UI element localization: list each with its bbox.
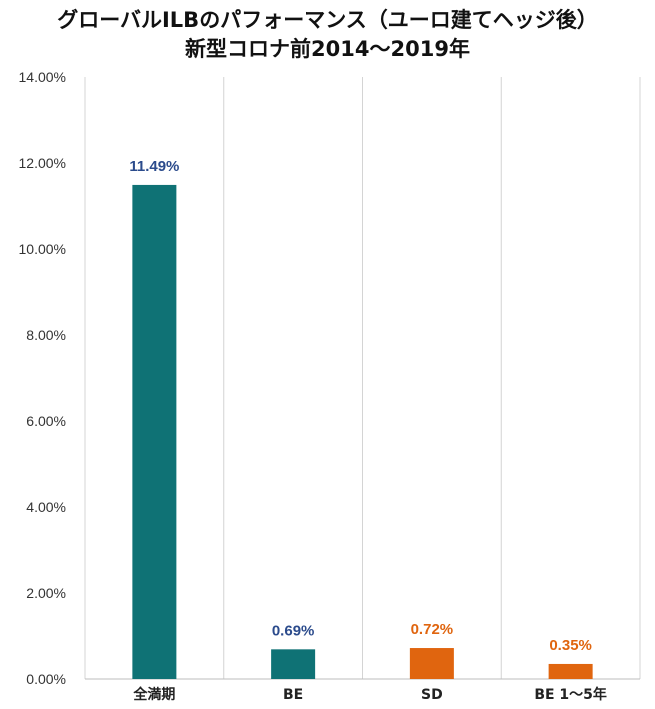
- bar: [271, 649, 316, 679]
- chart-title: グローバルILBのパフォーマンス（ユーロ建てヘッジ後） 新型コロナ前2014～2…: [0, 6, 655, 64]
- data-label: 0.35%: [549, 637, 592, 654]
- x-tick-label: BE: [283, 687, 303, 703]
- x-tick-label: SD: [421, 687, 443, 703]
- bar: [548, 663, 593, 679]
- data-label: 0.72%: [411, 621, 454, 638]
- y-tick-label: 10.00%: [19, 241, 66, 257]
- chart-title-line2: 新型コロナ前2014～2019年: [185, 37, 470, 61]
- y-tick-label: 12.00%: [19, 155, 66, 171]
- data-label: 0.69%: [272, 622, 315, 639]
- bar: [409, 648, 454, 679]
- x-tick-label: 全満期: [132, 686, 175, 703]
- x-tick-label: BE 1～5年: [534, 686, 607, 703]
- y-tick-label: 14.00%: [19, 69, 66, 85]
- chart-title-line1: グローバルILBのパフォーマンス（ユーロ建てヘッジ後）: [57, 8, 598, 32]
- y-tick-label: 4.00%: [26, 499, 66, 515]
- y-tick-label: 6.00%: [26, 413, 66, 429]
- y-tick-label: 8.00%: [26, 327, 66, 343]
- bar: [132, 184, 177, 679]
- data-label: 11.49%: [129, 158, 179, 175]
- y-tick-label: 2.00%: [26, 585, 66, 601]
- y-tick-label: 0.00%: [26, 671, 66, 687]
